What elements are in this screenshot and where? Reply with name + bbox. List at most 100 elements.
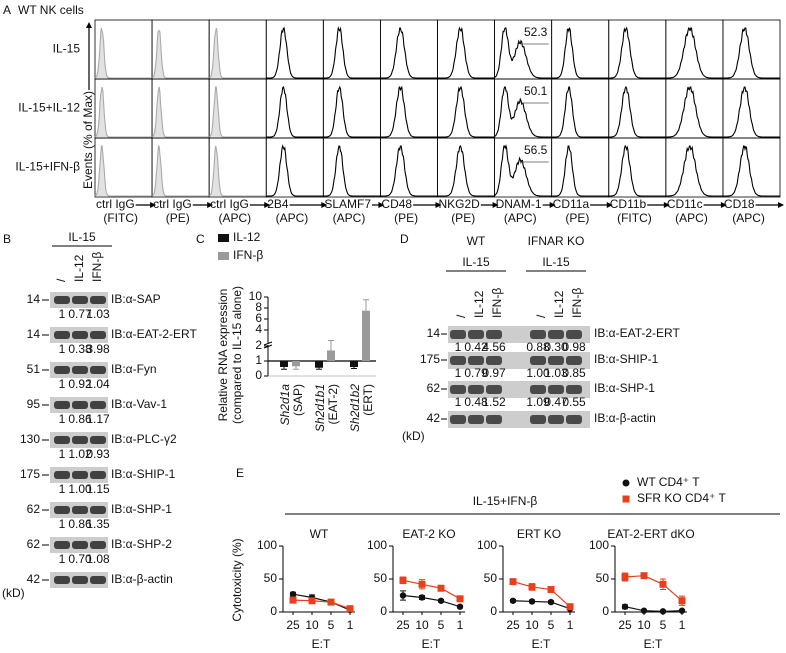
panel-label: A bbox=[3, 3, 11, 17]
treatment-label: IL-15 bbox=[462, 255, 490, 269]
mw-label: 14 bbox=[427, 326, 441, 340]
histogram-frame bbox=[380, 137, 438, 198]
x-tick-label: 5 bbox=[438, 618, 445, 632]
panel-label: C bbox=[196, 232, 205, 246]
x-tick-label: 10 bbox=[525, 618, 539, 632]
blot-band bbox=[530, 330, 546, 339]
blot-band bbox=[566, 356, 582, 365]
x-axis-label: E:T bbox=[532, 637, 551, 651]
blot-band bbox=[450, 330, 466, 339]
x-tick-label: 25 bbox=[506, 618, 520, 632]
quant-value: 1.35 bbox=[86, 517, 110, 531]
error-bar bbox=[351, 365, 357, 369]
quant-value: 0.85 bbox=[562, 366, 586, 380]
blot-band bbox=[548, 385, 564, 394]
lane-label: / bbox=[54, 278, 68, 282]
histogram bbox=[94, 86, 153, 138]
blot-band bbox=[548, 356, 564, 365]
arrow-head bbox=[492, 202, 499, 208]
y-tick-label: 1 bbox=[255, 353, 262, 367]
column-fluor: (APC) bbox=[675, 211, 708, 225]
x-tick-label: 1 bbox=[679, 618, 686, 632]
x-tick-label: 25 bbox=[396, 618, 410, 632]
point bbox=[678, 597, 686, 605]
quant-value: 1 bbox=[59, 377, 66, 391]
series-line bbox=[292, 599, 351, 610]
y-axis-label: (compared to IL-15 alone) bbox=[230, 286, 244, 424]
histogram bbox=[665, 27, 723, 79]
blot-band bbox=[566, 385, 582, 394]
chart-title: ERT KO bbox=[517, 527, 561, 541]
arrow-head bbox=[720, 202, 727, 208]
mw-label: 175 bbox=[20, 467, 40, 481]
x-tick-label: 1 bbox=[457, 618, 464, 632]
gate-value: 50.1 bbox=[524, 84, 548, 98]
antibody-label: IB:α-β-actin bbox=[111, 572, 173, 586]
quant-value: 1.03 bbox=[544, 366, 568, 380]
point bbox=[418, 594, 426, 601]
arrow-head bbox=[549, 202, 556, 208]
blot-band bbox=[486, 356, 502, 365]
histogram-frame bbox=[722, 78, 781, 139]
column-marker: NKG2D bbox=[439, 197, 481, 211]
blot-band bbox=[72, 401, 88, 409]
mw-label: 14 bbox=[27, 292, 41, 306]
blot-band bbox=[72, 436, 88, 444]
point bbox=[437, 597, 445, 604]
series-line bbox=[512, 581, 571, 608]
lane-label: / bbox=[454, 314, 468, 318]
blot-band bbox=[54, 436, 70, 444]
genotype-label: WT bbox=[467, 234, 486, 248]
histogram bbox=[208, 145, 267, 197]
column-marker: ctrl IgG bbox=[210, 197, 249, 211]
histogram-frame bbox=[665, 137, 724, 198]
column-fluor: (APC) bbox=[219, 211, 252, 225]
y-tick-label: 50 bbox=[374, 571, 388, 585]
quant-value: 1.15 bbox=[86, 482, 110, 496]
arrow-head bbox=[150, 202, 157, 208]
histogram bbox=[437, 26, 495, 79]
point bbox=[640, 607, 648, 614]
histogram-frame bbox=[322, 78, 381, 139]
point bbox=[509, 578, 517, 586]
genotype-label: IFNAR KO bbox=[528, 234, 585, 248]
histogram bbox=[323, 85, 381, 138]
point bbox=[659, 608, 667, 615]
column-fluor: (APC) bbox=[276, 211, 309, 225]
column-marker: CD48 bbox=[381, 197, 412, 211]
quant-value: 1.09 bbox=[526, 395, 550, 409]
y-axis-label: Cytotoxicity (%) bbox=[230, 538, 244, 621]
histogram bbox=[94, 27, 153, 79]
blot-band bbox=[468, 415, 484, 424]
blot-band bbox=[72, 331, 88, 339]
series-line bbox=[402, 594, 461, 608]
blot-band bbox=[530, 356, 546, 365]
quant-value: 0.77 bbox=[68, 307, 92, 321]
histogram bbox=[266, 144, 324, 197]
column-marker: 2B4 bbox=[267, 197, 289, 211]
histogram bbox=[266, 27, 324, 79]
histogram-frame bbox=[437, 78, 495, 139]
series-line bbox=[624, 575, 683, 602]
blot-band bbox=[54, 471, 70, 479]
lane-label: IL-12 bbox=[472, 290, 486, 318]
header-label: IL-15+IFN-β bbox=[473, 494, 538, 508]
series-line bbox=[292, 593, 351, 611]
quant-value: 1.03 bbox=[86, 307, 110, 321]
blot-band bbox=[54, 506, 70, 514]
blot-band bbox=[54, 296, 70, 304]
chart-title: EAT-2 KO bbox=[402, 527, 455, 541]
x-tick-label: 1 bbox=[347, 618, 354, 632]
column-marker: ctrl IgG bbox=[96, 197, 135, 211]
y-tick-label: 4 bbox=[255, 322, 262, 336]
mw-label: 51 bbox=[27, 362, 41, 376]
histogram bbox=[380, 85, 438, 138]
error-bar bbox=[363, 299, 369, 323]
blot-band bbox=[450, 385, 466, 394]
quant-value: 4.56 bbox=[482, 340, 506, 354]
blot-band bbox=[90, 541, 106, 549]
y-axis-label: Relative RNA expression bbox=[216, 289, 230, 422]
quant-value: 0.79 bbox=[464, 366, 488, 380]
quant-value: 0.38 bbox=[68, 342, 92, 356]
